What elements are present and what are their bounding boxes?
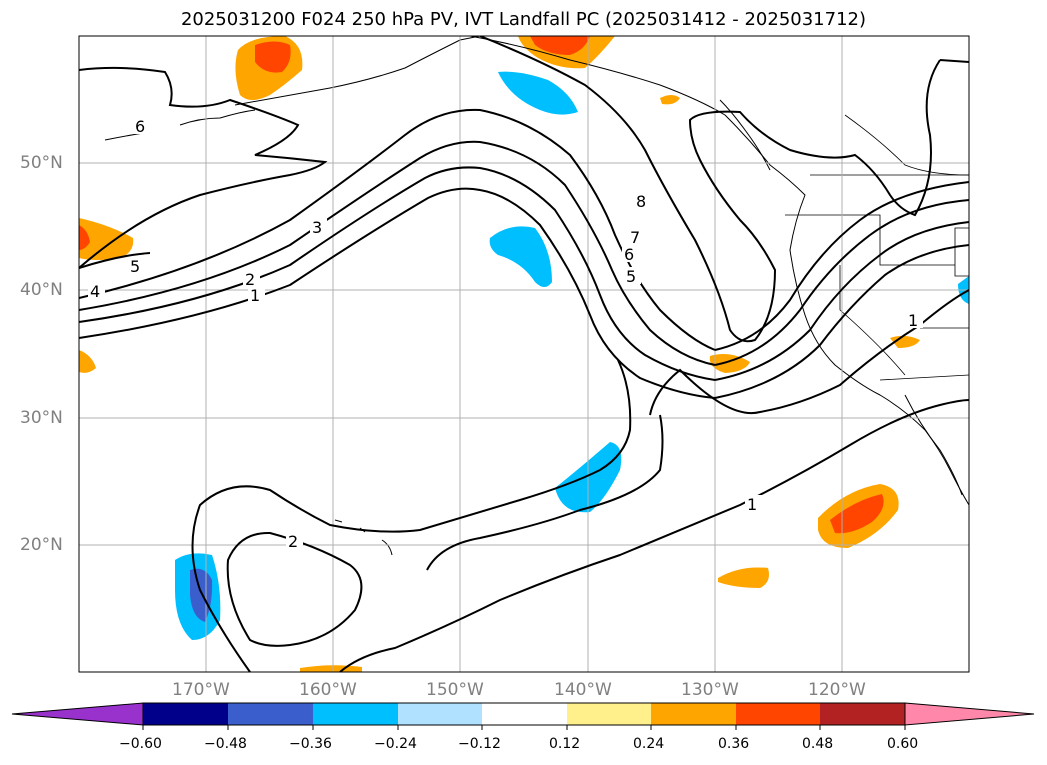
- contour-label: 2: [245, 270, 255, 289]
- colorbar-segment: [567, 703, 651, 725]
- colorbar-segment: [736, 703, 820, 725]
- lon-label: 160°W: [299, 680, 357, 700]
- lon-label: 140°W: [554, 680, 612, 700]
- lat-label: 40°N: [20, 280, 63, 300]
- gridlines: [79, 36, 969, 672]
- contour-label: 2: [288, 532, 298, 551]
- contour-label: 3: [312, 218, 322, 237]
- colorbar-segment: [398, 703, 482, 725]
- colorbar-extend-low: [11, 702, 144, 726]
- contour-label: 4: [90, 282, 100, 301]
- contour-label: 6: [135, 117, 145, 136]
- lon-label: 130°W: [681, 680, 739, 700]
- contour-label: 6: [624, 245, 634, 264]
- lat-label: 30°N: [20, 408, 63, 428]
- lat-label: 20°N: [20, 535, 63, 555]
- colorbar-segment: [651, 703, 736, 725]
- colorbar-frame: [142, 702, 906, 726]
- shaded-anomalies: [79, 36, 969, 672]
- colorbar-tick-label: −0.36: [289, 736, 332, 752]
- colorbar-tick-label: 0.60: [887, 736, 919, 752]
- map-frame: [78, 35, 970, 673]
- colorbar-segment: [143, 703, 228, 725]
- colorbar-tick-label: 0.12: [549, 736, 581, 752]
- colorbar-tick-label: 0.24: [633, 736, 665, 752]
- colorbar-tick-label: −0.24: [374, 736, 417, 752]
- colorbar-tick-label: −0.12: [458, 736, 501, 752]
- lon-label: 170°W: [172, 680, 230, 700]
- colorbar-segment: [228, 703, 313, 725]
- contour-label: 5: [130, 257, 140, 276]
- colorbar: [11, 702, 1035, 730]
- contour-label: 7: [630, 228, 640, 247]
- colorbar-extend-high: [904, 702, 1035, 726]
- borders: [785, 114, 969, 381]
- contour-label: 1: [250, 286, 260, 305]
- contour-label: 1: [908, 311, 918, 330]
- lat-label: 50°N: [20, 153, 63, 173]
- colorbar-segment: [820, 703, 905, 725]
- lon-label: 150°W: [426, 680, 484, 700]
- colorbar-segment: [482, 703, 567, 725]
- colorbar-tick-label: −0.60: [119, 736, 162, 752]
- coastlines: [104, 36, 969, 556]
- lon-label: 120°W: [808, 680, 866, 700]
- colorbar-segment: [313, 703, 398, 725]
- contour-label: 5: [626, 267, 636, 286]
- contour-labels: 6 5 4 3 2 1 8 7 6 5 2 1 1: [88, 117, 923, 551]
- map-title: 2025031200 F024 250 hPa PV, IVT Landfall…: [180, 9, 867, 30]
- colorbar-tick-label: 0.48: [802, 736, 834, 752]
- contour-label: 8: [636, 192, 646, 211]
- colorbar-tick-label: −0.48: [204, 736, 247, 752]
- contour-label: 1: [747, 495, 757, 514]
- colorbar-tick-label: 0.36: [718, 736, 750, 752]
